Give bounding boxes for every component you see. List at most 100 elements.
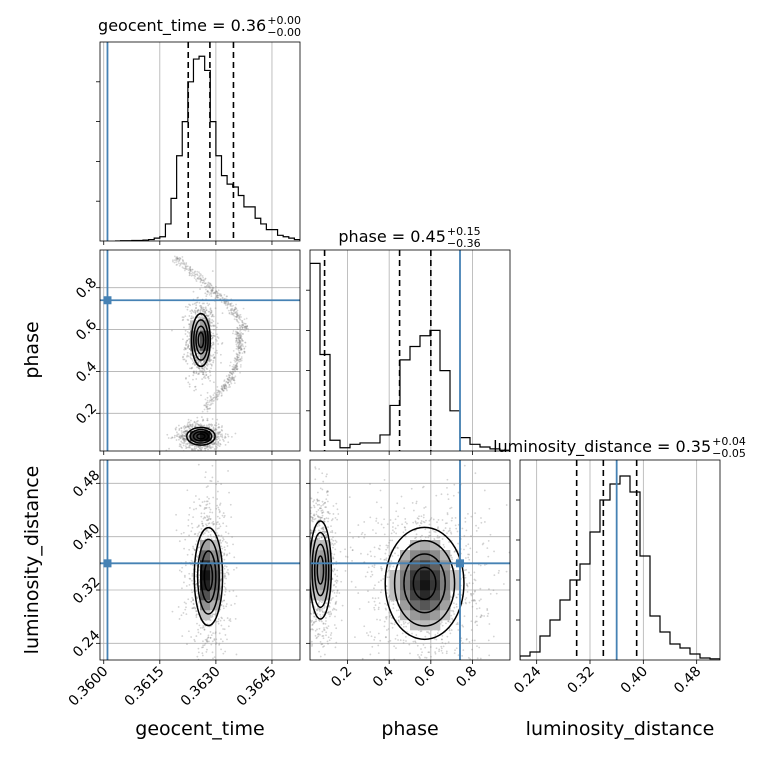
sample-point	[222, 607, 225, 610]
sample-point	[295, 596, 297, 598]
sample-point	[223, 567, 226, 570]
sample-point	[321, 607, 324, 610]
sample-point	[206, 290, 209, 293]
sample-point	[228, 379, 231, 382]
sample-point	[396, 502, 399, 505]
sample-point	[472, 592, 475, 595]
sample-point	[372, 529, 374, 531]
sample-point	[475, 524, 477, 527]
sample-point	[321, 527, 324, 530]
sample-point	[178, 258, 181, 261]
sample-point	[238, 334, 241, 336]
sample-point	[325, 617, 327, 619]
sample-point	[213, 429, 216, 431]
sample-point	[244, 325, 247, 328]
sample-point	[316, 525, 319, 528]
sample-point	[211, 287, 214, 290]
sample-point	[313, 622, 315, 624]
sample-point	[475, 551, 478, 554]
sample-point	[305, 525, 307, 527]
sample-point	[220, 578, 222, 581]
sample-point	[205, 506, 208, 509]
sample-point	[323, 627, 325, 629]
sample-point	[361, 531, 364, 534]
sample-point	[180, 614, 183, 617]
sample-point	[330, 637, 332, 640]
sample-point	[228, 590, 231, 593]
sample-point	[227, 572, 230, 575]
sample-point	[227, 309, 230, 312]
sample-point	[235, 315, 238, 318]
sample-point	[474, 589, 476, 592]
sample-point	[418, 656, 421, 658]
sample-point	[180, 570, 183, 573]
sample-point	[331, 518, 334, 520]
sample-point	[327, 526, 329, 529]
sample-point	[219, 525, 222, 528]
sample-point	[209, 399, 212, 402]
sample-point	[241, 321, 244, 324]
sample-point	[332, 584, 335, 587]
sample-point	[307, 557, 309, 559]
sample-point	[373, 600, 376, 603]
sample-point	[319, 613, 322, 616]
sample-point	[195, 590, 198, 592]
sample-point	[206, 364, 209, 367]
sample-point	[194, 423, 197, 426]
sample-point	[334, 516, 337, 519]
density-cell	[200, 590, 211, 601]
sample-point	[445, 652, 448, 655]
sample-point	[316, 503, 319, 506]
density-geocent_time-luminosity_distance	[100, 460, 300, 709]
sample-point	[199, 304, 202, 307]
sample-point	[321, 643, 324, 645]
sample-point	[196, 274, 199, 277]
sample-point	[182, 531, 185, 534]
sample-point	[234, 361, 237, 363]
sample-point	[196, 420, 198, 423]
sample-point	[185, 606, 187, 609]
sample-point	[217, 618, 220, 620]
sample-point	[206, 417, 209, 420]
sample-point	[215, 432, 218, 435]
sample-point	[232, 332, 234, 335]
sample-point	[189, 272, 191, 275]
sample-point	[175, 529, 178, 532]
sample-point	[234, 367, 237, 370]
sample-point	[223, 514, 226, 517]
sample-point	[377, 597, 380, 599]
sample-point	[184, 426, 187, 428]
sample-point	[175, 261, 178, 263]
sample-point	[207, 636, 210, 639]
sample-point	[205, 401, 208, 404]
sample-point	[196, 597, 199, 600]
sample-point	[236, 326, 239, 329]
sample-point	[227, 435, 230, 438]
sample-point	[228, 312, 231, 314]
sample-point	[312, 500, 315, 503]
sample-point	[190, 522, 193, 525]
sample-point	[241, 326, 244, 329]
gridlines-phase-geocent_time	[100, 250, 300, 451]
sample-point	[217, 426, 220, 428]
sample-point	[184, 608, 187, 611]
sample-point	[246, 325, 249, 328]
sample-point	[381, 567, 384, 570]
sample-point	[205, 374, 208, 376]
sample-point	[190, 272, 193, 275]
sample-point	[194, 311, 197, 314]
sample-point	[385, 615, 388, 618]
sample-point	[379, 591, 382, 594]
sample-point	[206, 407, 209, 409]
sample-point	[195, 610, 198, 613]
sample-point	[198, 373, 200, 375]
sample-point	[209, 637, 212, 639]
sample-point	[219, 707, 221, 709]
sample-point	[231, 313, 234, 316]
sample-point	[236, 332, 239, 334]
sample-point	[209, 533, 212, 536]
sample-point	[310, 612, 313, 615]
sample-point	[207, 290, 210, 293]
sample-point	[186, 443, 189, 446]
sample-point	[438, 535, 441, 538]
